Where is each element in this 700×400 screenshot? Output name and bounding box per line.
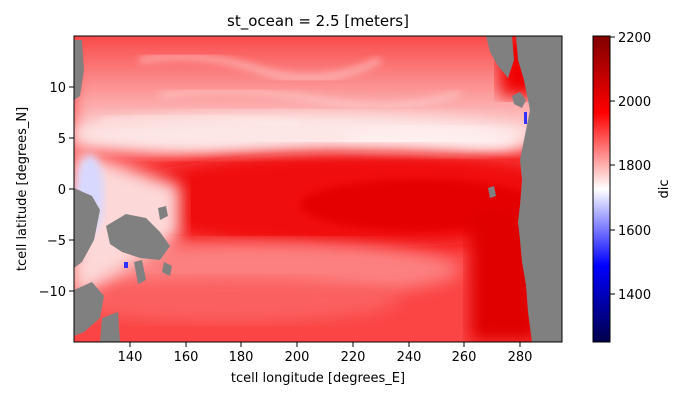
x-tick-2: 180: [229, 342, 254, 365]
y-tick-label-2: 0: [58, 183, 66, 198]
heatmap-field: [74, 36, 562, 342]
y-tick-label-4: 10: [49, 81, 66, 96]
x-tick-3: 200: [285, 342, 310, 365]
cbar-tick-3: 2000: [610, 95, 651, 110]
land-masses: [74, 36, 562, 342]
cbar-tick-label-2: 1800: [618, 159, 651, 174]
x-axis: 140 160 180 200 220 240 260 280: [118, 342, 533, 365]
cbar-tick-label-1: 1600: [618, 224, 651, 239]
y-tick-label-1: −5: [47, 234, 66, 249]
x-tick-label-0: 140: [118, 350, 143, 365]
x-tick-0: 140: [118, 342, 143, 365]
colorbar: 1400 1600 1800 2000 2200 dic: [592, 31, 672, 343]
x-tick-1: 160: [174, 342, 199, 365]
x-tick-6: 260: [452, 342, 477, 365]
cbar-tick-0: 1400: [610, 288, 651, 303]
x-tick-label-2: 180: [229, 350, 254, 365]
y-axis: −10 −5 0 5 10: [39, 81, 74, 300]
cbar-tick-label-4: 2200: [618, 31, 651, 46]
cbar-tick-label-0: 1400: [618, 288, 651, 303]
x-axis-label: tcell longitude [degrees_E]: [231, 371, 405, 386]
x-tick-label-5: 240: [397, 350, 422, 365]
x-tick-label-6: 260: [452, 350, 477, 365]
y-tick-2: 0: [58, 183, 74, 198]
cbar-tick-2: 1800: [610, 159, 651, 174]
colorbar-gradient: [592, 35, 611, 343]
x-tick-7: 280: [508, 342, 533, 365]
y-tick-0: −10: [39, 285, 74, 300]
y-tick-label-3: 5: [58, 132, 66, 147]
colorbar-label: dic: [657, 179, 672, 198]
y-tick-4: 10: [49, 81, 74, 96]
x-tick-4: 220: [341, 342, 366, 365]
cbar-tick-1: 1600: [610, 224, 651, 239]
y-tick-1: −5: [47, 234, 74, 249]
cbar-tick-label-3: 2000: [618, 95, 651, 110]
x-tick-label-4: 220: [341, 350, 366, 365]
x-tick-label-1: 160: [174, 350, 199, 365]
chart-title: st_ocean = 2.5 [meters]: [227, 12, 409, 31]
y-tick-3: 5: [58, 132, 74, 147]
cbar-tick-4: 2200: [610, 31, 651, 46]
x-tick-label-7: 280: [508, 350, 533, 365]
y-tick-label-0: −10: [39, 285, 66, 300]
x-tick-5: 240: [397, 342, 422, 365]
x-tick-label-3: 200: [285, 350, 310, 365]
y-axis-label: tcell latitude [degrees_N]: [15, 107, 30, 271]
